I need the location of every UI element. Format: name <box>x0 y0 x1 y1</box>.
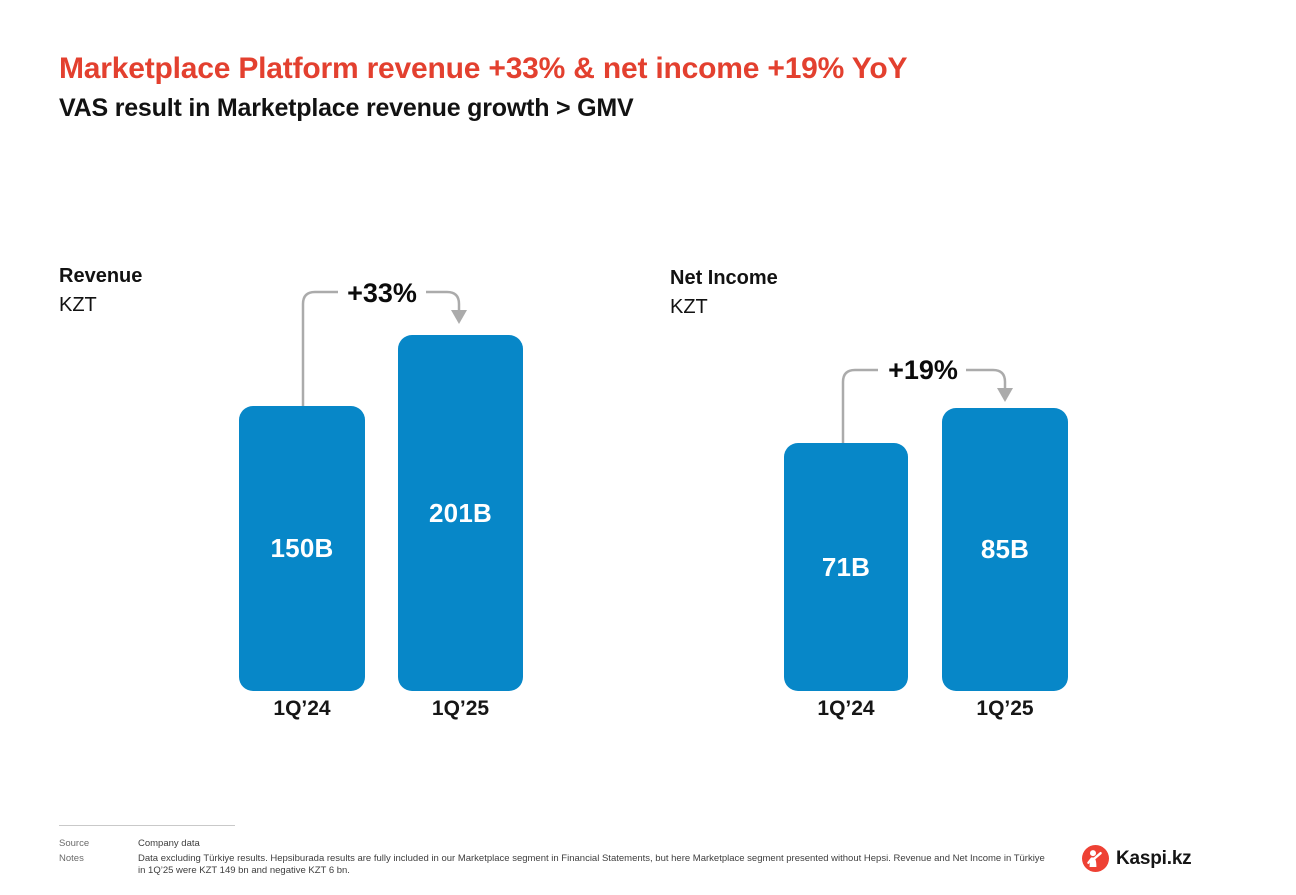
bar-category-label: 1Q’24 <box>273 697 331 720</box>
bar-category-label: 1Q’25 <box>431 697 490 720</box>
arrow-head-net-income-icon <box>997 388 1013 402</box>
bar-category-label: 1Q’24 <box>817 697 875 720</box>
footer-divider <box>59 825 235 826</box>
growth-label-net-income: +19% <box>888 355 958 385</box>
bar-value-label: 85B <box>980 534 1030 564</box>
kaspi-brand: Kaspi.kz <box>1082 845 1192 872</box>
growth-label-revenue: +33% <box>347 278 417 308</box>
brand-name: Kaspi.kz <box>1116 847 1192 869</box>
chart-title-net-income: Net Income <box>670 267 778 289</box>
slide-subtitle: VAS result in Marketplace revenue growth… <box>59 94 634 122</box>
chart-title-revenue: Revenue <box>59 265 143 287</box>
slide-title: Marketplace Platform revenue +33% & net … <box>59 52 908 85</box>
bar-net-income-1q25: 85B <box>942 408 1068 691</box>
bar-value-label: 71B <box>821 551 871 582</box>
bar-value-label: 150B <box>270 533 334 563</box>
chart-unit-net-income: KZT <box>670 296 708 318</box>
notes-label: Notes <box>59 853 84 864</box>
kaspi-logo-icon <box>1082 845 1109 872</box>
chart-unit-revenue: KZT <box>59 294 97 316</box>
bar-value-label: 201B <box>429 497 492 528</box>
arrow-head-revenue-icon <box>451 310 467 324</box>
bar-net-income-1q24: 71B <box>784 443 908 691</box>
bar-revenue-1q24: 150B <box>239 406 365 691</box>
source-value: Company data <box>138 838 200 849</box>
notes-value: Data excluding Türkiye results. Hepsibur… <box>138 853 1045 876</box>
bar-category-label: 1Q’25 <box>976 697 1034 720</box>
bar-revenue-1q25: 201B <box>398 335 523 691</box>
source-label: Source <box>59 838 90 849</box>
